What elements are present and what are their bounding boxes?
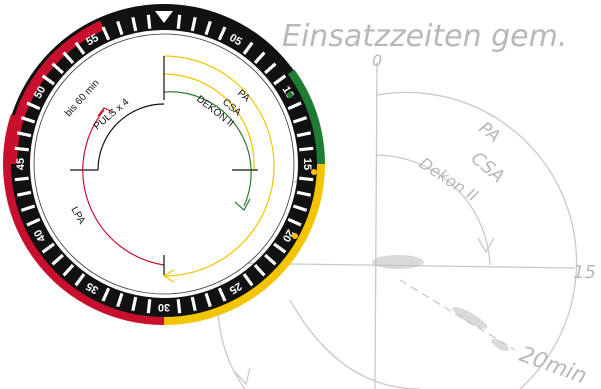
bezel-tick bbox=[131, 16, 138, 32]
bezel-numeral: 50 bbox=[32, 84, 49, 101]
bezel-numeral: 35 bbox=[84, 280, 101, 297]
bezel-tick bbox=[242, 273, 254, 287]
bezel-tick bbox=[146, 299, 152, 314]
sketch-vertical-axis bbox=[374, 61, 378, 389]
arc-puls bbox=[97, 103, 165, 171]
bezel-tick bbox=[26, 101, 41, 111]
bezel-tick bbox=[62, 263, 75, 277]
sketch-middle-arc bbox=[376, 154, 491, 266]
bezel-color-segments bbox=[3, 20, 325, 325]
arc-dekon-arrow bbox=[234, 198, 251, 211]
bezel-tick bbox=[296, 131, 312, 138]
sketch-csa-label: CSA bbox=[467, 148, 509, 188]
bezel-tick bbox=[292, 204, 308, 212]
bezel-tick bbox=[190, 296, 197, 312]
dial-face bbox=[33, 33, 295, 295]
bezel-tick bbox=[263, 62, 277, 75]
bezel-tick bbox=[74, 41, 86, 55]
bezel-dot-green bbox=[287, 92, 293, 98]
bezel-numeral: 20 bbox=[280, 227, 297, 244]
sketch-shading bbox=[372, 255, 509, 352]
bezel-numeral: 30 bbox=[158, 301, 170, 313]
bezel-tick bbox=[20, 204, 36, 212]
bezel-numeral: 15 bbox=[301, 158, 313, 170]
bezel-numeral: 40 bbox=[32, 227, 49, 244]
bezel-tick bbox=[176, 14, 182, 29]
bezel-tick bbox=[74, 273, 86, 287]
segment-yellow bbox=[163, 163, 325, 325]
bezel-tick bbox=[273, 74, 287, 86]
sketch-pa-label: PA bbox=[475, 118, 504, 147]
bezel-tick bbox=[242, 41, 254, 55]
timing-arcs bbox=[70, 55, 275, 283]
sketch-arrow-head bbox=[477, 237, 495, 254]
bezel-dot-yellow bbox=[311, 169, 317, 175]
bezel-tick bbox=[16, 131, 32, 138]
bezel-tick bbox=[14, 146, 29, 152]
bezel-tick bbox=[204, 20, 212, 36]
bezel-tick bbox=[26, 217, 41, 227]
bezel-tick bbox=[41, 242, 55, 254]
bezel-tick bbox=[273, 242, 287, 254]
bezel-numeral: 45 bbox=[15, 158, 27, 170]
bezel-numeral: 25 bbox=[227, 280, 244, 297]
bezel-tick bbox=[217, 26, 227, 41]
arc-pa bbox=[163, 55, 275, 277]
bezel-tick bbox=[190, 16, 197, 32]
arc-pa-arrow bbox=[162, 269, 175, 283]
sketch-lower-arc bbox=[289, 299, 421, 389]
bezel-tick bbox=[296, 190, 312, 197]
bezel-tick bbox=[116, 292, 124, 308]
bezel-tick bbox=[299, 176, 314, 182]
bezel-tick bbox=[287, 101, 302, 111]
bezel-tick bbox=[263, 253, 277, 266]
sketch-title: Einsatzzeiten gem. bbox=[282, 19, 567, 54]
bezel-tick bbox=[253, 51, 266, 65]
sketch-arrow-head-2 bbox=[234, 367, 251, 386]
bezel-tick bbox=[176, 299, 182, 314]
bezel-zero-marker bbox=[155, 11, 173, 23]
bezel-tick bbox=[101, 26, 111, 41]
bezel-tick bbox=[116, 20, 124, 36]
bezel-tick bbox=[253, 263, 266, 277]
arc-dekon bbox=[163, 91, 252, 207]
segment-red-upper bbox=[7, 20, 105, 165]
bezel-tick bbox=[62, 51, 75, 65]
bezel-tick bbox=[299, 146, 314, 152]
bezel-numeral: 55 bbox=[84, 32, 101, 49]
bezel-dot-yellow-2 bbox=[292, 233, 298, 239]
arc-csa bbox=[163, 73, 255, 170]
bezel-tick bbox=[20, 116, 36, 124]
bezel-tick bbox=[16, 190, 32, 197]
bezel-tick bbox=[204, 292, 212, 308]
bezel-tick bbox=[287, 217, 302, 227]
bezel-tick bbox=[217, 287, 227, 302]
segment-green bbox=[287, 69, 325, 165]
sketch-labels: Einsatzzeiten gem. 0 15 PA CSA Dekon II … bbox=[282, 19, 596, 389]
arc-lpa-arrow bbox=[97, 107, 114, 117]
sketch-fifteen-label: 15 bbox=[573, 262, 596, 283]
bezel-tick bbox=[131, 296, 138, 312]
sketch-outer-arc bbox=[376, 91, 578, 389]
bezel-tick bbox=[51, 253, 65, 266]
bezel-tick bbox=[51, 62, 65, 75]
bezel-tick bbox=[101, 287, 111, 302]
bezel-tick bbox=[146, 14, 152, 29]
bezel-tick bbox=[41, 74, 55, 86]
bezel-numeral: 05 bbox=[227, 32, 244, 49]
arc-lpa bbox=[82, 109, 165, 266]
sketch-zero-label: 0 bbox=[372, 51, 382, 70]
bezel-tick bbox=[292, 116, 308, 124]
bezel-tick bbox=[14, 176, 29, 182]
bezel-ticks bbox=[14, 14, 314, 314]
